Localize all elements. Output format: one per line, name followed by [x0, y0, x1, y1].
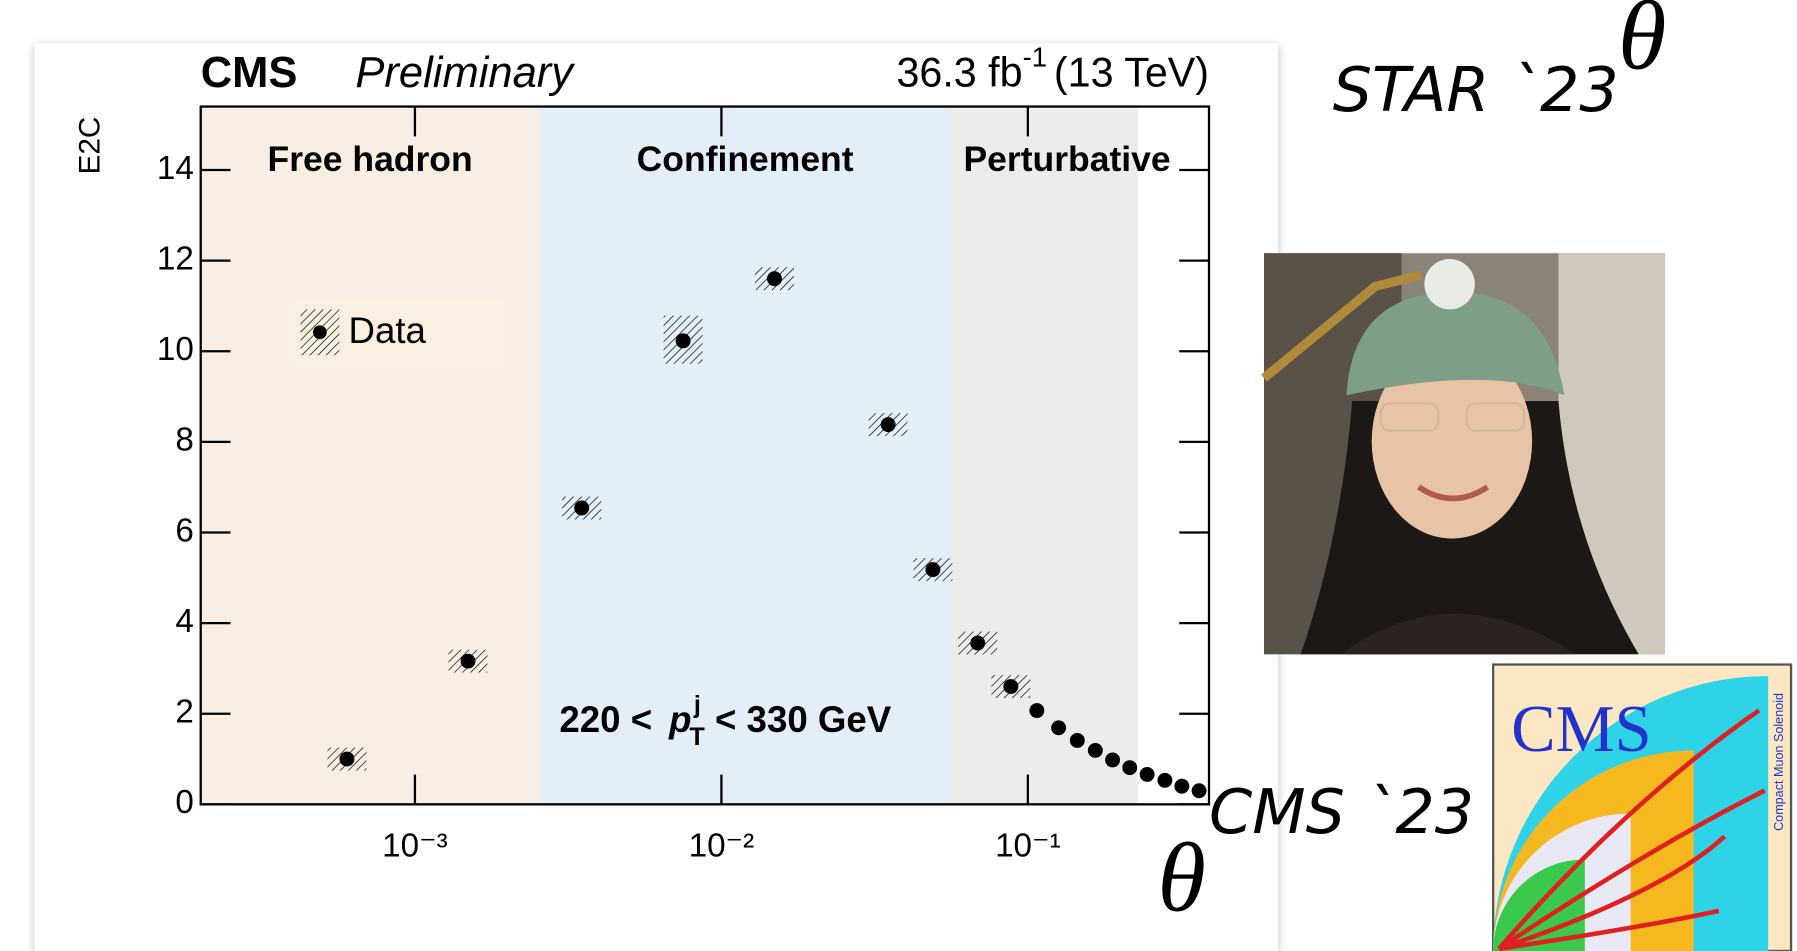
star-label: STAR `23 — [1333, 54, 1619, 126]
status: Preliminary — [355, 49, 575, 97]
data-point — [1157, 772, 1173, 788]
region — [950, 106, 1138, 805]
y-tick-label: 12 — [157, 240, 194, 277]
data-point — [1139, 766, 1155, 782]
logo-title: CMS — [1511, 693, 1651, 766]
data-point — [675, 333, 691, 349]
annotation-prefix: 220 < — [559, 699, 662, 740]
theta-axis: θ — [1157, 824, 1205, 933]
y-tick-label: 0 — [175, 784, 193, 821]
cms-logo: CMS Compact Muon Solenoid — [1492, 663, 1793, 951]
data-point — [574, 500, 590, 516]
y-tick-label: 10 — [157, 331, 194, 368]
region-label: Confinement — [637, 139, 854, 179]
y-tick-label: 8 — [175, 422, 193, 459]
y-tick-label: 14 — [157, 150, 194, 187]
y-axis-label: E2C — [74, 117, 107, 175]
cms-label: CMS `23 — [1209, 776, 1474, 848]
experiment: CMS — [201, 49, 298, 97]
x-tick-label: 10⁻¹ — [995, 828, 1061, 865]
data-point — [1069, 733, 1085, 748]
x-tick-label: 10⁻³ — [382, 828, 448, 865]
data-point — [880, 417, 896, 433]
data-point — [1087, 742, 1103, 758]
data-point — [1003, 679, 1019, 694]
plot: 0 2 4 6 8 10 12 14 10⁻³ 10⁻² 10⁻¹ — [157, 105, 1211, 865]
photo — [1261, 253, 1666, 655]
luminosity: 36.3 fb — [896, 50, 1022, 96]
annotation-superscript: j — [693, 690, 701, 718]
y-tick-label: 4 — [175, 603, 193, 640]
lumi-label: 36.3 fb-1 (13 TeV) — [896, 42, 1209, 96]
plot-frame — [199, 105, 1211, 806]
annotation-suffix: < 330 GeV — [705, 699, 892, 740]
y-tick-label: 2 — [175, 694, 193, 731]
region — [200, 106, 540, 805]
data-point — [1191, 783, 1207, 799]
annotation-subscript: T — [689, 723, 705, 751]
legend-marker — [313, 325, 327, 340]
data-point — [339, 751, 355, 767]
data-point — [925, 562, 941, 578]
legend-label: Data — [349, 310, 427, 351]
y-tick-label: 6 — [175, 512, 193, 549]
data-point — [767, 271, 782, 287]
x-tick-label: 10⁻² — [689, 828, 755, 865]
data-point — [1105, 752, 1121, 768]
regions: Free hadron Confinement Perturbative — [200, 106, 1171, 805]
data-point — [1122, 760, 1138, 776]
data-point — [1174, 778, 1190, 794]
region — [539, 106, 951, 805]
annotation-variable: p — [668, 699, 691, 740]
logo-subtitle: Compact Muon Solenoid — [1772, 693, 1786, 831]
data-point — [1029, 703, 1045, 718]
region-label: Free hadron — [268, 139, 473, 179]
theta-top: θ — [1618, 0, 1666, 90]
data-point — [970, 635, 986, 651]
luminosity-exponent: -1 — [1023, 42, 1047, 73]
data-point — [460, 653, 476, 669]
data-point — [1051, 720, 1067, 736]
energy: (13 TeV) — [1054, 50, 1209, 96]
region-label: Perturbative — [963, 139, 1170, 179]
